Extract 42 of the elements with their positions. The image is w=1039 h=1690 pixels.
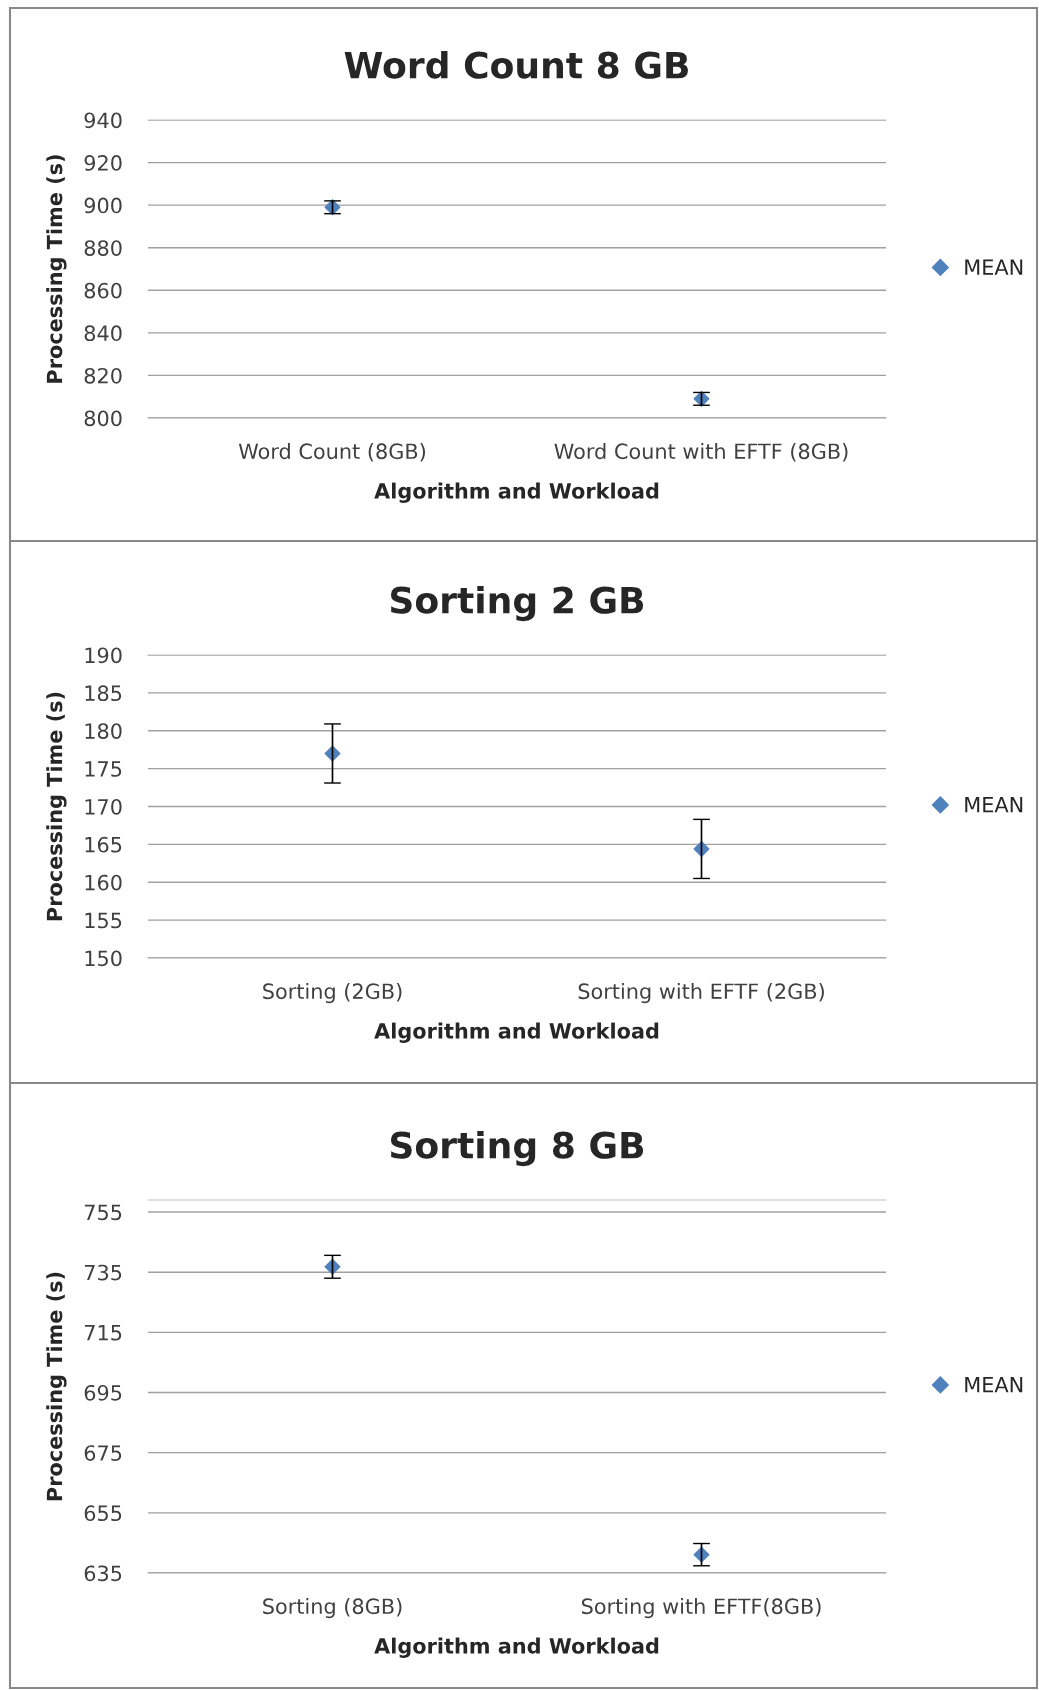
y-tick-label: 820: [84, 367, 122, 384]
x-tick-label: Sorting with EFTF(8GB): [581, 1598, 821, 1619]
y-tick-label: 635: [84, 1565, 122, 1582]
chart-title: Sorting 2 GB: [390, 585, 644, 622]
x-tick-label: Word Count (8GB): [238, 443, 426, 462]
legend-label: MEAN: [965, 797, 1023, 813]
x-axis-title: Algorithm and Workload: [374, 1022, 659, 1043]
x-tick-label: Sorting (8GB): [263, 1598, 402, 1619]
y-tick-label: 940: [84, 112, 122, 129]
y-tick-label: 840: [84, 325, 122, 342]
y-tick-label: 155: [85, 912, 122, 929]
y-tick-label: 150: [85, 950, 122, 967]
y-tick-label: 165: [85, 836, 122, 853]
y-tick-label: 880: [84, 240, 122, 256]
y-tick-label: 695: [84, 1384, 122, 1401]
x-tick-label: Sorting (2GB): [263, 983, 402, 1004]
y-tick-label: 185: [85, 685, 122, 702]
y-tick-label: 190: [85, 647, 122, 664]
y-tick-label: 160: [85, 874, 122, 891]
y-tick-label: 860: [84, 282, 122, 299]
y-axis-title: Processing Time (s): [46, 155, 67, 383]
y-tick-label: 170: [85, 798, 122, 815]
y-tick-label: 175: [85, 761, 122, 777]
y-tick-label: 920: [84, 155, 122, 171]
x-axis-title: Algorithm and Workload: [374, 482, 659, 503]
chart-title: Word Count 8 GB: [344, 50, 688, 79]
y-tick-label: 755: [84, 1204, 122, 1221]
y-tick-label: 900: [84, 197, 122, 214]
y-axis-title: Processing Time (s): [46, 692, 67, 921]
x-axis-title: Algorithm and Workload: [374, 1637, 659, 1658]
y-tick-label: 675: [84, 1445, 122, 1461]
x-tick-label: Sorting with EFTF (2GB): [578, 983, 824, 1004]
y-tick-label: 180: [85, 723, 122, 739]
legend-label: MEAN: [965, 259, 1023, 275]
y-tick-label: 735: [84, 1264, 122, 1281]
x-tick-label: Word Count with EFTF (8GB): [554, 443, 848, 462]
y-tick-label: 715: [84, 1325, 122, 1341]
y-tick-label: 655: [84, 1505, 122, 1522]
legend-label: MEAN: [965, 1377, 1023, 1393]
chart-title: Sorting 8 GB: [390, 1130, 644, 1167]
y-axis-title: Processing Time (s): [46, 1272, 67, 1501]
y-tick-label: 800: [84, 410, 122, 427]
